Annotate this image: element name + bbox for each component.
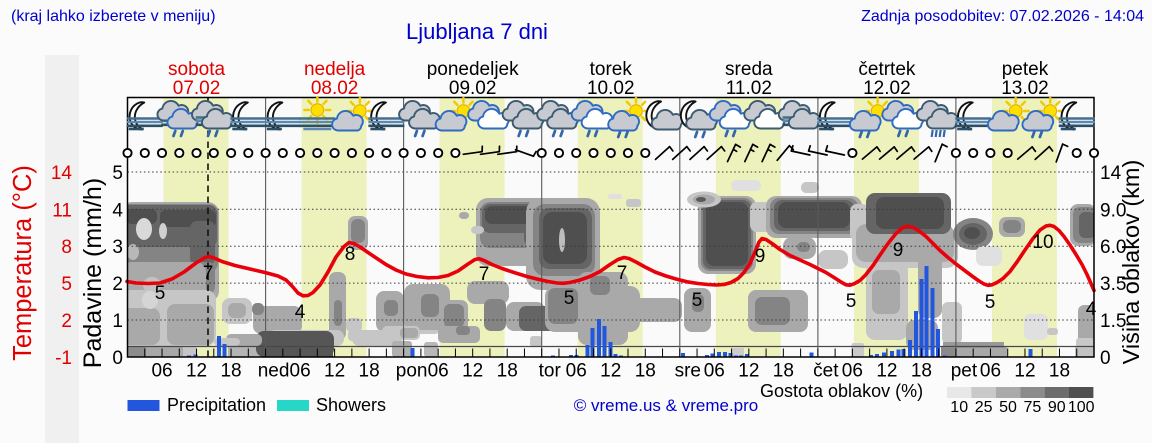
svg-text:5: 5: [985, 292, 996, 313]
svg-text:pet: pet: [951, 361, 978, 382]
svg-text:18: 18: [635, 361, 656, 382]
svg-text:4: 4: [295, 302, 306, 323]
svg-text:sobota: sobota: [168, 59, 225, 80]
svg-text:5: 5: [112, 163, 123, 184]
svg-text:12: 12: [186, 361, 207, 382]
svg-text:18: 18: [497, 361, 518, 382]
svg-text:Ljubljana 7 dni: Ljubljana 7 dni: [406, 19, 548, 44]
svg-text:Padavine (mm/h): Padavine (mm/h): [79, 178, 107, 368]
svg-text:Showers: Showers: [316, 395, 386, 415]
svg-text:12: 12: [462, 361, 483, 382]
svg-text:14: 14: [1100, 163, 1122, 184]
svg-text:11.02: 11.02: [726, 78, 772, 99]
svg-text:12: 12: [738, 361, 759, 382]
svg-text:5: 5: [846, 291, 857, 312]
svg-text:čet: čet: [813, 361, 839, 382]
svg-text:07.02: 07.02: [173, 78, 221, 99]
svg-text:13.02: 13.02: [1001, 78, 1049, 99]
svg-text:10: 10: [1032, 232, 1053, 253]
svg-text:06: 06: [980, 361, 1001, 382]
svg-text:ponedeljek: ponedeljek: [427, 59, 519, 80]
svg-text:© vreme.us & vreme.pro: © vreme.us & vreme.pro: [574, 396, 758, 415]
svg-text:50: 50: [999, 399, 1017, 416]
svg-text:18: 18: [220, 361, 241, 382]
svg-text:torek: torek: [590, 59, 633, 80]
svg-text:10.02: 10.02: [587, 78, 635, 99]
svg-text:3.5: 3.5: [1100, 274, 1126, 295]
svg-text:8: 8: [345, 244, 356, 265]
svg-text:5: 5: [692, 290, 703, 311]
svg-text:18: 18: [359, 361, 380, 382]
svg-text:4: 4: [1086, 299, 1097, 320]
svg-text:08.02: 08.02: [311, 78, 359, 99]
svg-text:Višina oblakov (km): Višina oblakov (km): [1118, 160, 1144, 365]
svg-text:100: 100: [1068, 399, 1095, 416]
svg-text:3: 3: [112, 237, 123, 258]
svg-text:12: 12: [876, 361, 897, 382]
svg-text:-1: -1: [55, 348, 72, 369]
svg-text:0: 0: [112, 348, 123, 369]
svg-text:1: 1: [112, 311, 123, 332]
svg-text:Precipitation: Precipitation: [167, 395, 266, 415]
svg-text:ned: ned: [258, 361, 290, 382]
svg-text:06: 06: [428, 361, 449, 382]
svg-text:2: 2: [112, 274, 123, 295]
svg-text:06: 06: [704, 361, 725, 382]
svg-text:5: 5: [564, 288, 575, 309]
svg-text:7: 7: [617, 263, 628, 284]
svg-text:0: 0: [1100, 348, 1111, 369]
svg-text:7: 7: [203, 263, 214, 284]
svg-text:12: 12: [324, 361, 345, 382]
svg-text:sre: sre: [675, 361, 701, 382]
svg-text:14: 14: [51, 163, 73, 184]
svg-text:Gostota oblakov (%): Gostota oblakov (%): [760, 381, 923, 401]
svg-text:06: 06: [151, 361, 172, 382]
svg-text:4: 4: [112, 200, 123, 221]
svg-text:nedelja: nedelja: [304, 59, 366, 80]
svg-text:18: 18: [1049, 361, 1070, 382]
svg-text:8: 8: [61, 237, 72, 258]
svg-text:10: 10: [950, 399, 968, 416]
svg-text:18: 18: [773, 361, 794, 382]
svg-text:25: 25: [975, 399, 993, 416]
svg-text:5: 5: [61, 274, 72, 295]
svg-text:9.0: 9.0: [1100, 200, 1126, 221]
svg-text:(kraj lahko izberete v meniju): (kraj lahko izberete v meniju): [11, 8, 216, 25]
svg-text:1.5: 1.5: [1100, 311, 1126, 332]
svg-text:6.0: 6.0: [1100, 237, 1126, 258]
svg-text:sreda: sreda: [725, 59, 773, 80]
svg-text:Temperatura (°C): Temperatura (°C): [9, 165, 37, 361]
svg-text:06: 06: [842, 361, 863, 382]
svg-text:09.02: 09.02: [449, 78, 497, 99]
svg-text:75: 75: [1024, 399, 1042, 416]
svg-text:06: 06: [566, 361, 587, 382]
svg-text:četrtek: četrtek: [858, 59, 916, 80]
svg-text:7: 7: [479, 264, 490, 285]
svg-text:Zadnja posodobitev: 07.02.2026: Zadnja posodobitev: 07.02.2026 - 14:04: [861, 8, 1144, 25]
svg-text:12.02: 12.02: [863, 78, 911, 99]
svg-text:5: 5: [155, 283, 166, 304]
svg-text:11: 11: [52, 200, 72, 221]
svg-text:18: 18: [911, 361, 932, 382]
svg-text:pon: pon: [396, 361, 428, 382]
svg-text:2: 2: [61, 311, 72, 332]
svg-text:12: 12: [1014, 361, 1035, 382]
svg-text:90: 90: [1048, 399, 1066, 416]
svg-text:9: 9: [755, 246, 766, 267]
svg-text:06: 06: [290, 361, 311, 382]
svg-text:petek: petek: [1002, 59, 1049, 80]
svg-text:12: 12: [600, 361, 621, 382]
svg-text:9: 9: [893, 240, 904, 261]
svg-text:tor: tor: [539, 361, 562, 382]
